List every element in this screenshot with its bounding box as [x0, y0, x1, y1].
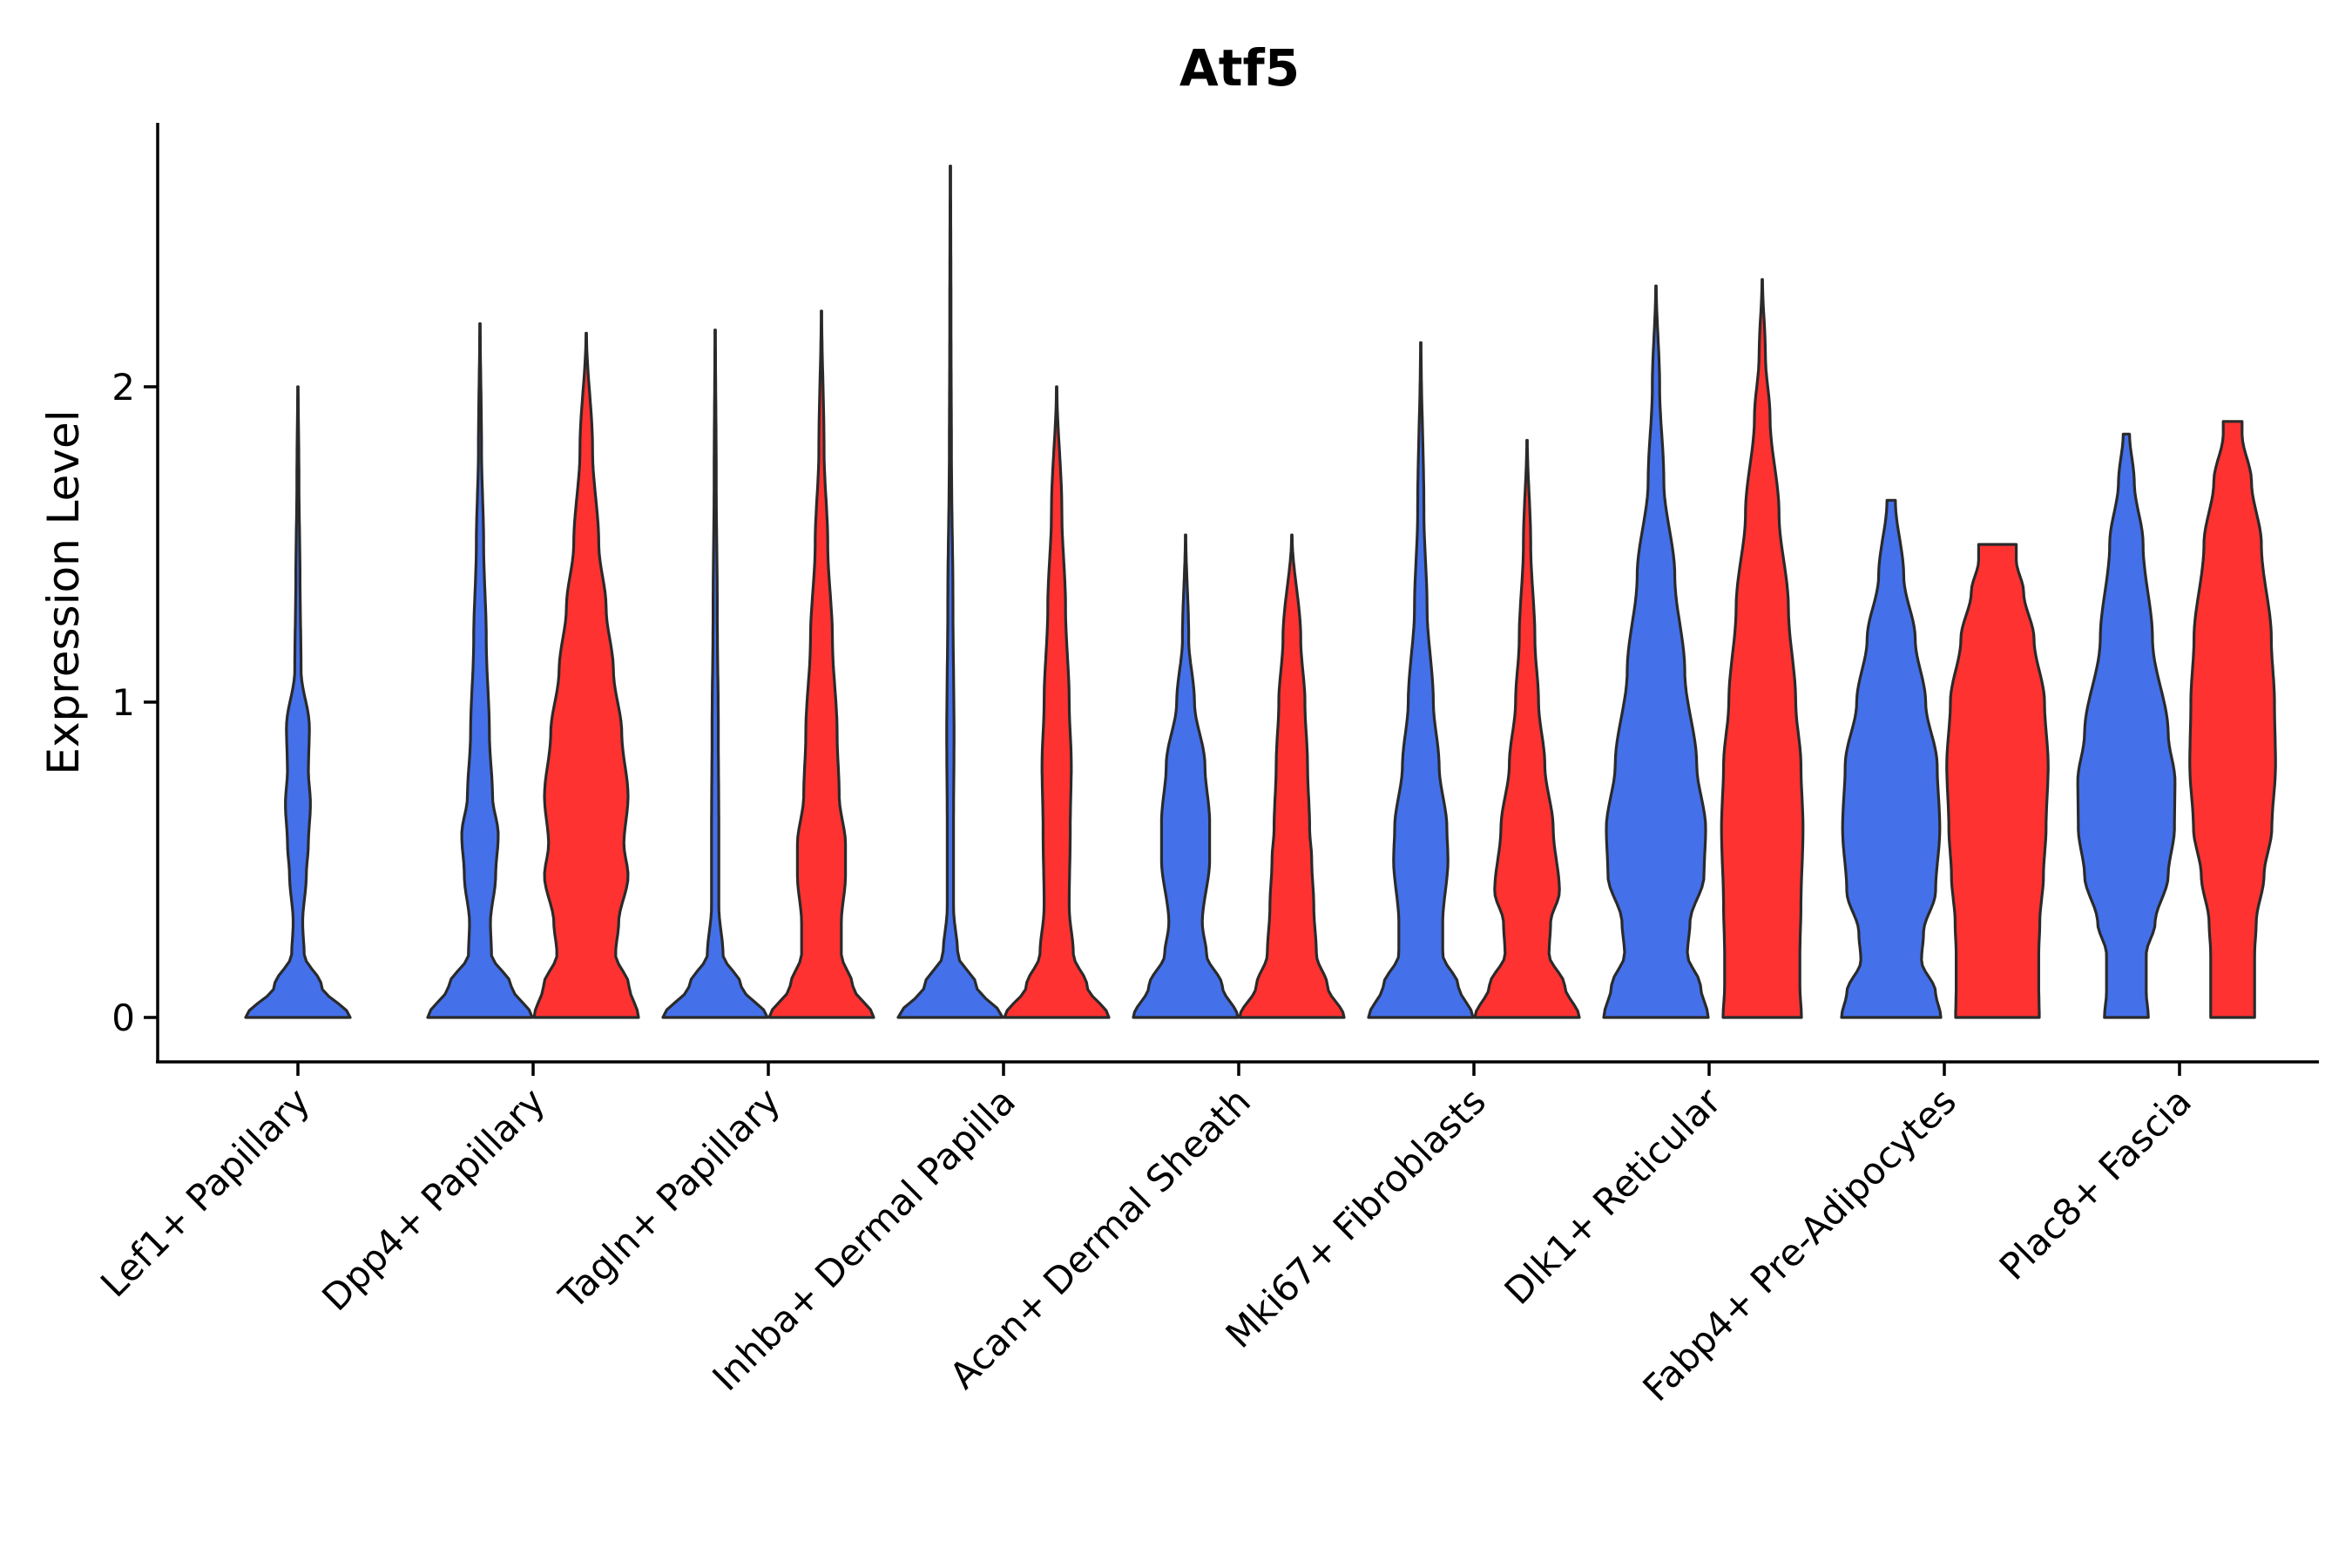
violin-fabp4-pre-adipocytes-group-a	[1840, 498, 1943, 1019]
y-tick-label-0: 0	[112, 997, 135, 1039]
y-tick-label-1: 1	[112, 681, 135, 724]
x-tick-label-plac8-fascia: Plac8+ Fascia	[1991, 1079, 2200, 1288]
violin-mki67-fibroblasts-group-a	[1367, 341, 1475, 1019]
x-tick-label-dpp4-papillary: Dpp4+ Papillary	[314, 1079, 553, 1319]
violin-plac8-fascia-group-b	[2188, 420, 2277, 1019]
violin-dpp4-papillary-group-a	[426, 322, 534, 1019]
violin-dlk1-reticular-group-b	[1720, 278, 1805, 1019]
violin-group	[244, 165, 2277, 1019]
violin-inhba-dermal-papilla-group-b	[1003, 385, 1111, 1019]
y-tick-label-2: 2	[112, 366, 135, 409]
violin-lef1-papillary-group-a	[244, 385, 352, 1019]
violin-inhba-dermal-papilla-group-a	[896, 165, 1004, 1019]
x-tick-label-lef1-papillary: Lef1+ Papillary	[92, 1079, 318, 1305]
violin-fabp4-pre-adipocytes-group-b	[1945, 543, 2050, 1019]
violin-plac8-fascia-group-a	[2076, 432, 2177, 1019]
violin-mki67-fibroblasts-group-b	[1473, 438, 1581, 1019]
violin-tagln-papillary-group-b	[767, 309, 875, 1019]
y-axis-ticks: 0 1 2	[112, 366, 158, 1039]
chart-title: Atf5	[1179, 38, 1300, 98]
x-tick-label-dlk1-reticular: Dlk1+ Reticular	[1497, 1079, 1730, 1313]
violin-acan-dermal-sheath-group-b	[1238, 533, 1346, 1019]
violin-tagln-papillary-group-a	[661, 328, 769, 1019]
violin-dpp4-papillary-group-b	[532, 331, 640, 1019]
violin-dlk1-reticular-group-a	[1602, 284, 1710, 1019]
x-tick-label-tagln-papillary: Tagln+ Papillary	[551, 1079, 788, 1317]
violin-acan-dermal-sheath-group-a	[1132, 533, 1240, 1019]
y-axis-label: Expression Level	[38, 409, 89, 774]
x-tick-label-mki67-fibroblasts: Mki67+ Fibroblasts	[1218, 1079, 1494, 1355]
